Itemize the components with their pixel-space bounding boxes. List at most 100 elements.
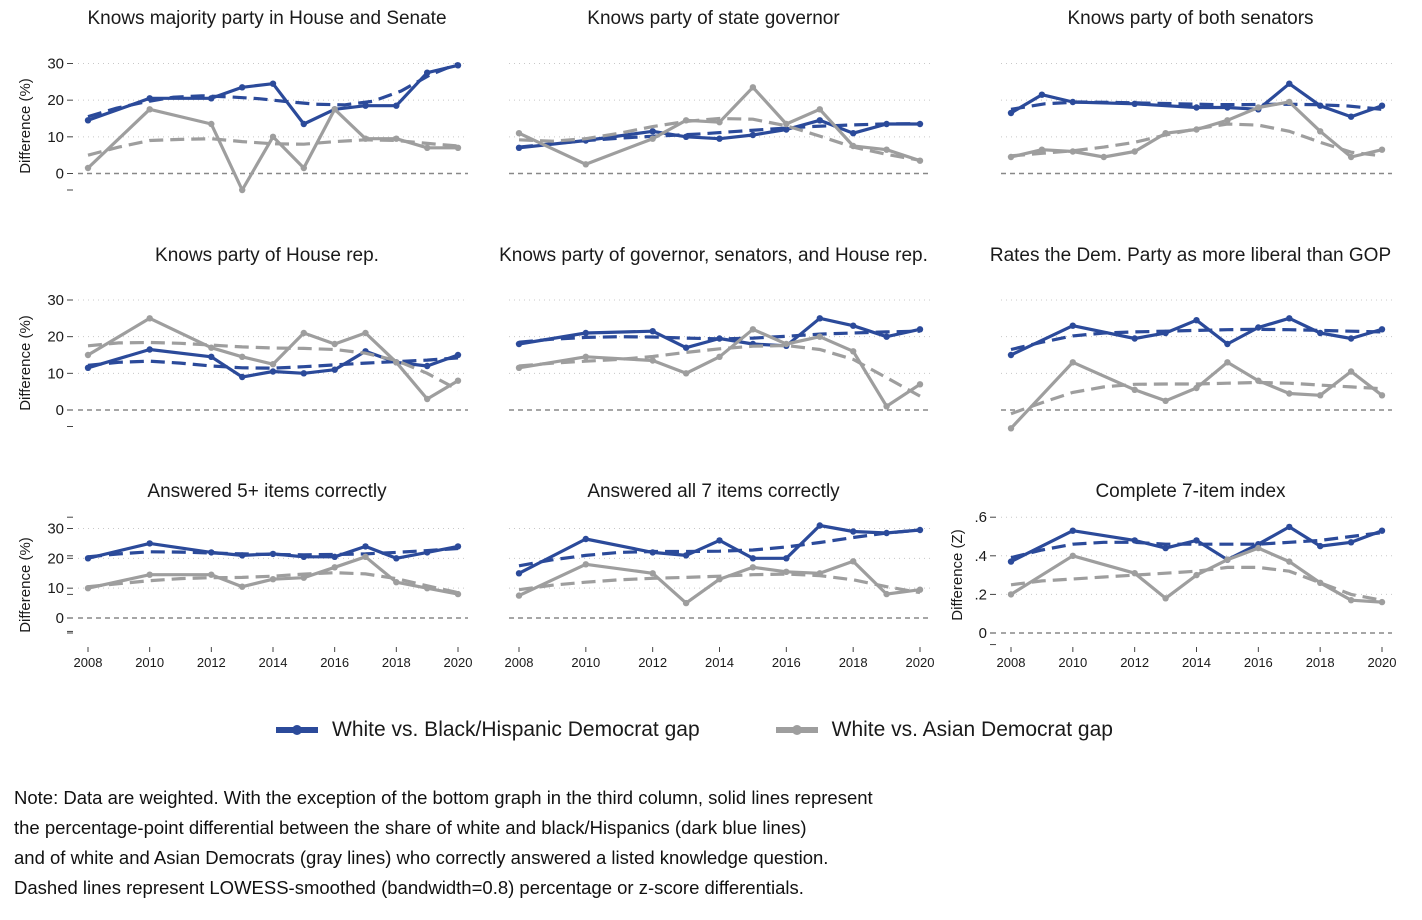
data-point: [239, 186, 246, 194]
y-tick-label: 10: [47, 129, 64, 146]
data-point: [682, 599, 690, 607]
data-point: [783, 555, 790, 562]
data-point: [783, 340, 790, 348]
data-point: [239, 552, 246, 559]
data-point: [1317, 329, 1324, 337]
panel-title: Knows party of state governor: [587, 8, 840, 29]
data-point: [269, 576, 277, 583]
data-point: [362, 102, 369, 109]
data-point: [515, 592, 523, 599]
data-point: [362, 135, 369, 142]
smoothed-trend-line: [87, 62, 459, 119]
data-point: [816, 117, 823, 124]
data-point: [393, 135, 400, 142]
data-point: [816, 315, 823, 322]
data-point: [454, 62, 462, 69]
legend-item-gray: White vs. Asian Democrat gap: [775, 718, 1113, 742]
data-point: [84, 164, 92, 172]
data-point: [883, 146, 890, 153]
data-point: [269, 550, 277, 558]
data-point: [1286, 315, 1293, 322]
data-point: [454, 543, 462, 550]
data-point: [783, 568, 790, 575]
data-point: [816, 570, 823, 577]
y-axis-label: Difference (Z): [949, 529, 966, 620]
x-tick-label: 2018: [382, 655, 411, 670]
data-point: [331, 564, 338, 571]
data-point: [1347, 597, 1355, 604]
data-point: [1131, 100, 1138, 108]
y-tick-label: 30: [47, 292, 64, 309]
data-point: [424, 585, 431, 592]
data-point: [850, 348, 857, 355]
data-point: [208, 344, 215, 351]
legend-label-gray: White vs. Asian Democrat gap: [831, 718, 1113, 741]
y-tick-label: 20: [47, 329, 64, 346]
panel-title: Answered 5+ items correctly: [147, 481, 387, 502]
smoothed-trend-line: [1010, 380, 1383, 416]
data-point: [1224, 556, 1231, 563]
data-point: [716, 135, 723, 142]
data-point: [783, 120, 790, 128]
note-line: and of white and Asian Democrats (gray l…: [14, 847, 829, 868]
smoothed-trend-line: [87, 137, 459, 157]
data-point: [1317, 542, 1324, 550]
smoothed-trend-line: [518, 343, 921, 398]
legend-swatch-gray: [775, 725, 818, 735]
smoothed-trend-line: [518, 122, 921, 149]
data-point: [1162, 329, 1169, 337]
data-point: [1131, 386, 1138, 393]
y-tick-label: .6: [974, 509, 987, 526]
data-point: [682, 344, 690, 351]
data-point: [208, 353, 215, 360]
x-tick-label: 2018: [839, 655, 868, 670]
data-point: [816, 333, 823, 340]
data-point: [393, 359, 400, 366]
data-point: [1378, 598, 1386, 606]
panel-title: Complete 7-item index: [1095, 481, 1286, 502]
data-point: [883, 403, 890, 410]
y-tick-label: 0: [56, 402, 64, 419]
data-point: [1317, 128, 1324, 135]
y-tick-label: 10: [47, 365, 64, 382]
data-point: [1378, 392, 1386, 399]
data-point: [393, 102, 400, 109]
data-point: [269, 361, 277, 368]
x-tick-label: 2014: [259, 655, 288, 670]
data-point: [331, 106, 338, 113]
data-point: [300, 574, 307, 581]
panel-title: Answered all 7 items correctly: [587, 481, 840, 502]
data-point: [749, 131, 757, 139]
data-point: [716, 353, 723, 360]
data-point: [1007, 351, 1015, 359]
data-point: [454, 377, 462, 384]
data-point: [146, 95, 153, 102]
data-point: [582, 161, 589, 168]
data-point: [300, 329, 307, 337]
data-point: [682, 370, 690, 377]
data-point: [1317, 392, 1324, 399]
data-point: [300, 553, 307, 560]
smoothed-trend-line: [1010, 327, 1383, 352]
y-axis-label: Difference (%): [17, 78, 34, 174]
data-point: [1007, 591, 1015, 598]
data-point: [1224, 104, 1231, 111]
smoothed-trend-line: [1010, 531, 1383, 560]
data-point: [1193, 104, 1200, 111]
data-point: [850, 322, 857, 329]
data-point: [916, 120, 924, 128]
note-line: the percentage-point differential betwee…: [14, 817, 807, 838]
data-point: [682, 133, 690, 140]
data-point: [1224, 359, 1231, 366]
data-point: [716, 119, 723, 126]
x-tick-label: 2016: [772, 655, 801, 670]
data-point: [916, 326, 924, 333]
data-point: [1347, 113, 1355, 120]
y-tick-label: .4: [974, 548, 987, 565]
data-point: [1347, 539, 1355, 546]
x-tick-label: 2010: [135, 655, 164, 670]
note-line: Note: Data are weighted. With the except…: [14, 787, 873, 808]
data-point: [1347, 368, 1355, 375]
data-point: [454, 351, 462, 359]
data-point: [649, 328, 656, 335]
